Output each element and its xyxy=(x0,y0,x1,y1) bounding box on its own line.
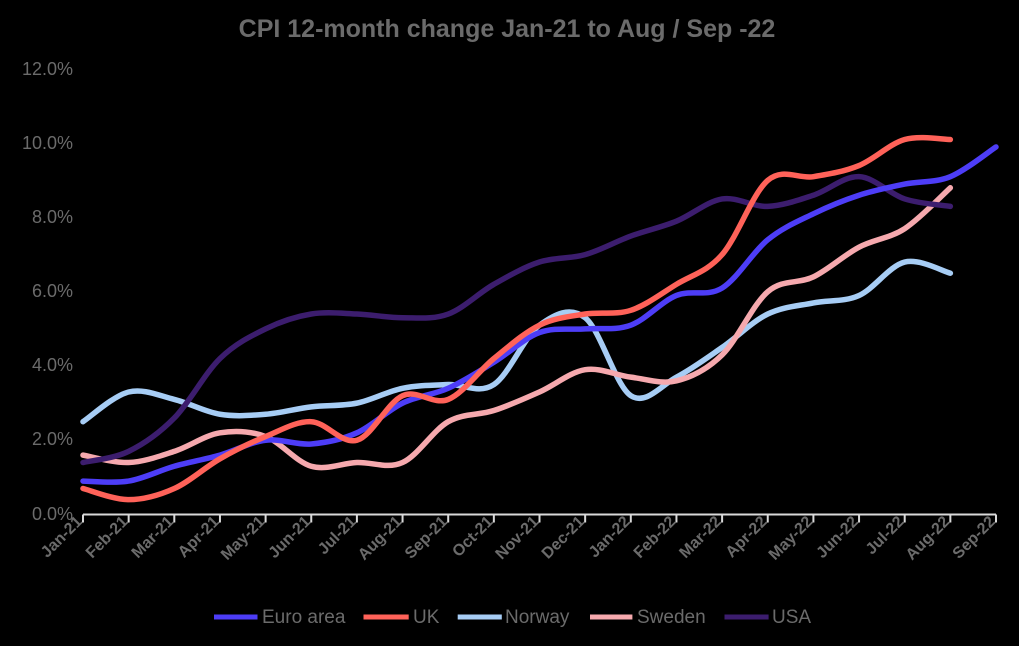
svg-text:8.0%: 8.0% xyxy=(32,207,73,227)
svg-text:Jun-22: Jun-22 xyxy=(813,513,862,562)
svg-text:Dec-21: Dec-21 xyxy=(539,513,588,562)
svg-text:Euro area: Euro area xyxy=(262,607,346,628)
svg-text:Jul-22: Jul-22 xyxy=(863,513,908,558)
svg-text:4.0%: 4.0% xyxy=(32,355,73,375)
svg-text:Sweden: Sweden xyxy=(637,607,706,628)
svg-text:Aug-21: Aug-21 xyxy=(355,513,405,563)
svg-text:Norway: Norway xyxy=(505,607,570,628)
svg-text:Apr-21: Apr-21 xyxy=(175,513,223,561)
svg-text:Apr-22: Apr-22 xyxy=(723,513,771,561)
svg-text:Sep-21: Sep-21 xyxy=(402,513,451,562)
svg-text:6.0%: 6.0% xyxy=(32,281,73,301)
svg-text:Feb-21: Feb-21 xyxy=(83,513,132,562)
svg-text:Sep-22: Sep-22 xyxy=(950,513,999,562)
svg-text:Feb-22: Feb-22 xyxy=(631,513,680,562)
svg-text:USA: USA xyxy=(772,607,811,628)
svg-text:Jul-21: Jul-21 xyxy=(315,513,360,558)
svg-text:CPI 12-month change Jan-21 to: CPI 12-month change Jan-21 to Aug / Sep … xyxy=(239,15,776,43)
svg-text:Jun-21: Jun-21 xyxy=(266,513,315,562)
svg-text:10.0%: 10.0% xyxy=(22,133,73,153)
svg-text:May-21: May-21 xyxy=(218,513,268,563)
svg-text:Oct-21: Oct-21 xyxy=(449,513,496,560)
svg-text:Nov-21: Nov-21 xyxy=(493,513,543,563)
svg-text:2.0%: 2.0% xyxy=(32,429,73,449)
svg-text:Jan-22: Jan-22 xyxy=(586,513,634,561)
svg-text:May-22: May-22 xyxy=(766,513,816,563)
svg-text:Aug-22: Aug-22 xyxy=(903,513,953,563)
svg-text:12.0%: 12.0% xyxy=(22,59,73,79)
svg-text:Mar-22: Mar-22 xyxy=(676,513,725,562)
svg-text:UK: UK xyxy=(413,607,440,628)
svg-text:Mar-21: Mar-21 xyxy=(129,513,178,562)
